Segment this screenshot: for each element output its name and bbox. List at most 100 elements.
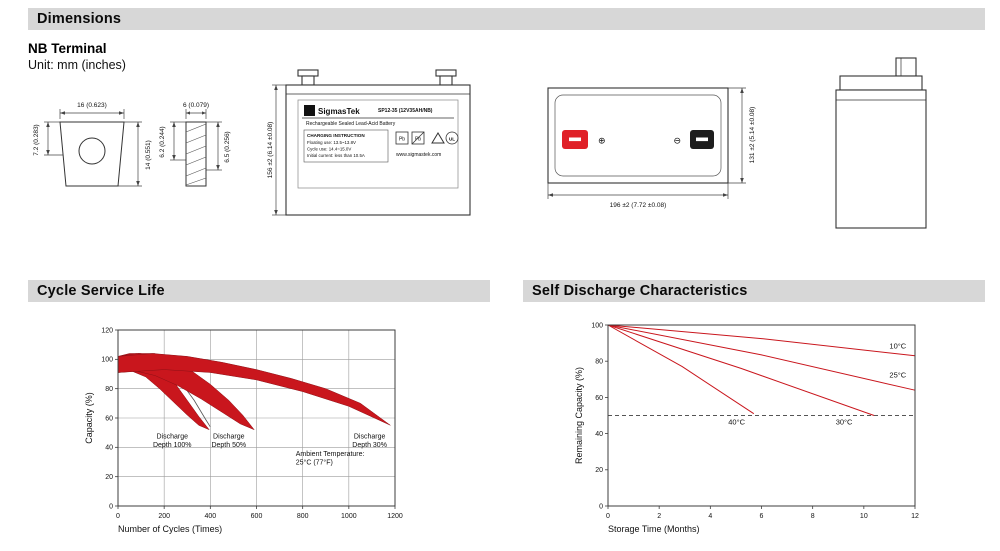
x-tick-label: 1200 [387,513,403,520]
charging-line-3: Initial current: less than 10.5A [307,153,365,158]
terminal-upper-height-dim: 7.2 (0.283) [33,124,40,155]
series-line [607,324,755,415]
chart-annotation: 25°C [889,370,906,379]
y-tick-label: 60 [105,415,113,422]
y-tick-label: 20 [105,474,113,481]
x-tick-label: 2 [657,513,661,520]
dimensions-section-bar: Dimensions [28,8,985,30]
chart-annotation: Discharge Depth 30% [352,434,387,450]
pb-icon-label: Pb [399,137,405,143]
charging-title: CHARGING INSTRUCTION [307,133,365,138]
dimension-arrows [46,111,140,186]
y-tick-label: 120 [101,327,113,334]
recycle-icon [431,132,445,144]
self-discharge-section-bar: Self Discharge Characteristics [523,280,985,302]
y-tick-label: 100 [101,357,113,364]
x-tick-label: 0 [606,513,610,520]
x-axis-label: Number of Cycles (Times) [118,524,222,534]
series-band [117,353,391,426]
y-tick-label: 80 [595,359,603,366]
y-tick-label: 80 [105,386,113,393]
x-tick-label: 400 [204,513,216,520]
self-discharge-title: Self Discharge Characteristics [532,283,748,299]
series-line [607,324,875,416]
top-width-dim: 196 ±2 (7.72 ±0.08) [610,202,667,209]
y-tick-label: 0 [109,503,113,510]
side-view-outline [835,57,927,229]
dimensions-title: Dimensions [37,11,122,27]
charging-line-2: Cycle use: 14.4~15.0V [307,147,351,152]
chart-annotation: Ambient Temperature: 25°C (77°F) [296,451,365,467]
y-tick-label: 100 [591,322,603,329]
cycle-life-section-bar: Cycle Service Life [28,280,490,302]
battery-top-view: ⊕ ⊖ 196 ±2 (7.72 ±0.08) 131 ±2 (5.14 ±0.… [547,87,756,209]
x-tick-label: 6 [760,513,764,520]
x-tick-label: 600 [251,513,263,520]
terminal-slot [569,137,581,142]
sigmastek-logo-icon [304,105,315,116]
series-line [607,324,916,391]
chart-annotation: 10°C [889,342,906,351]
terminal-width-dim: 16 (0.623) [77,102,107,109]
dimension-lines [547,87,746,199]
dimension-arrows [548,88,744,197]
chart-annotation: 40°C [728,418,745,427]
x-tick-label: 8 [811,513,815,520]
y-axis-label: Capacity (%) [84,392,94,444]
chart-annotation: 30°C [836,418,853,427]
logo-glyph: Σ [307,106,312,116]
positive-symbol: ⊕ [598,136,606,146]
y-tick-label: 0 [599,503,603,510]
battery-front-view: 156 ±2 (6.14 ±0.08) Σ SigmasTek SP12-35 … [267,69,471,216]
unit-note: Unit: mm (inches) [28,58,126,72]
x-tick-label: 0 [116,513,120,520]
compliance-icons: Pb Pb UL [395,131,459,145]
dimension-arrows [274,85,278,215]
terminal-side-detail-drawing: 6 (0.079) 6.2 (0.244) 6.5 (0.256) [159,102,231,187]
chart-annotation: Discharge Depth 50% [211,434,246,450]
pb-icon [395,131,409,145]
cycle-service-life-chart: 0 200 400 600 800 1000 1200 0 20 40 60 80 100 120 Numb… [84,327,403,534]
website-text: www.sigmastek.com [396,152,441,158]
y-tick-label: 20 [595,467,603,474]
terminal-slot [696,137,708,142]
y-axis-label: Remaining Capacity (%) [574,367,584,464]
battery-type-text: Rechargeable Sealed Lead-Acid Battery [306,121,396,127]
self-discharge-chart: 0 2 4 6 8 10 12 0 20 40 60 80 100 Storage Time (Month… [574,322,919,534]
pb-crossed-icon [411,131,425,145]
terminal-side-right-dim: 6.5 (0.256) [224,131,231,162]
brand-name: SigmasTek [318,107,360,116]
y-tick-label: 40 [595,431,603,438]
y-tick-label: 40 [105,445,113,452]
x-tick-label: 12 [911,513,919,520]
terminal-front-detail-drawing: 16 (0.623) 7.2 (0.283) 14 (0.551) [33,102,152,187]
x-tick-label: 1000 [341,513,357,520]
terminal-side-width-dim: 6 (0.079) [183,102,209,109]
terminal-hole [78,137,106,165]
series-line [607,324,916,357]
charging-line-1: Floating use: 13.5~13.8V [307,140,356,145]
dimension-arrows [172,111,220,170]
top-view-inner-outline [554,94,722,177]
battery-label-panel [297,99,459,189]
top-height-dim: 131 ±2 (5.14 ±0.08) [749,107,756,164]
model-number: SP12-35 (12V35AH/NB) [378,108,433,114]
hatching [185,123,207,186]
x-axis-label: Storage Time (Months) [608,524,700,534]
x-tick-label: 4 [708,513,712,520]
terminal-side-left-dim: 6.2 (0.244) [159,126,166,157]
dimension-lines [272,84,286,216]
y-tick-label: 60 [595,395,603,402]
negative-symbol: ⊖ [673,136,681,146]
x-tick-label: 10 [860,513,868,520]
chart-annotation: Discharge Depth 100% [153,434,192,450]
x-tick-label: 800 [297,513,309,520]
front-height-dim: 156 ±2 (6.14 ±0.08) [267,122,274,179]
cycle-life-title: Cycle Service Life [37,283,165,299]
ul-icon [445,131,459,145]
battery-side-view [835,57,927,229]
terminal-side-shape [185,121,207,187]
x-tick-label: 200 [158,513,170,520]
dimension-lines [170,109,222,171]
charging-instruction-box [303,129,389,163]
